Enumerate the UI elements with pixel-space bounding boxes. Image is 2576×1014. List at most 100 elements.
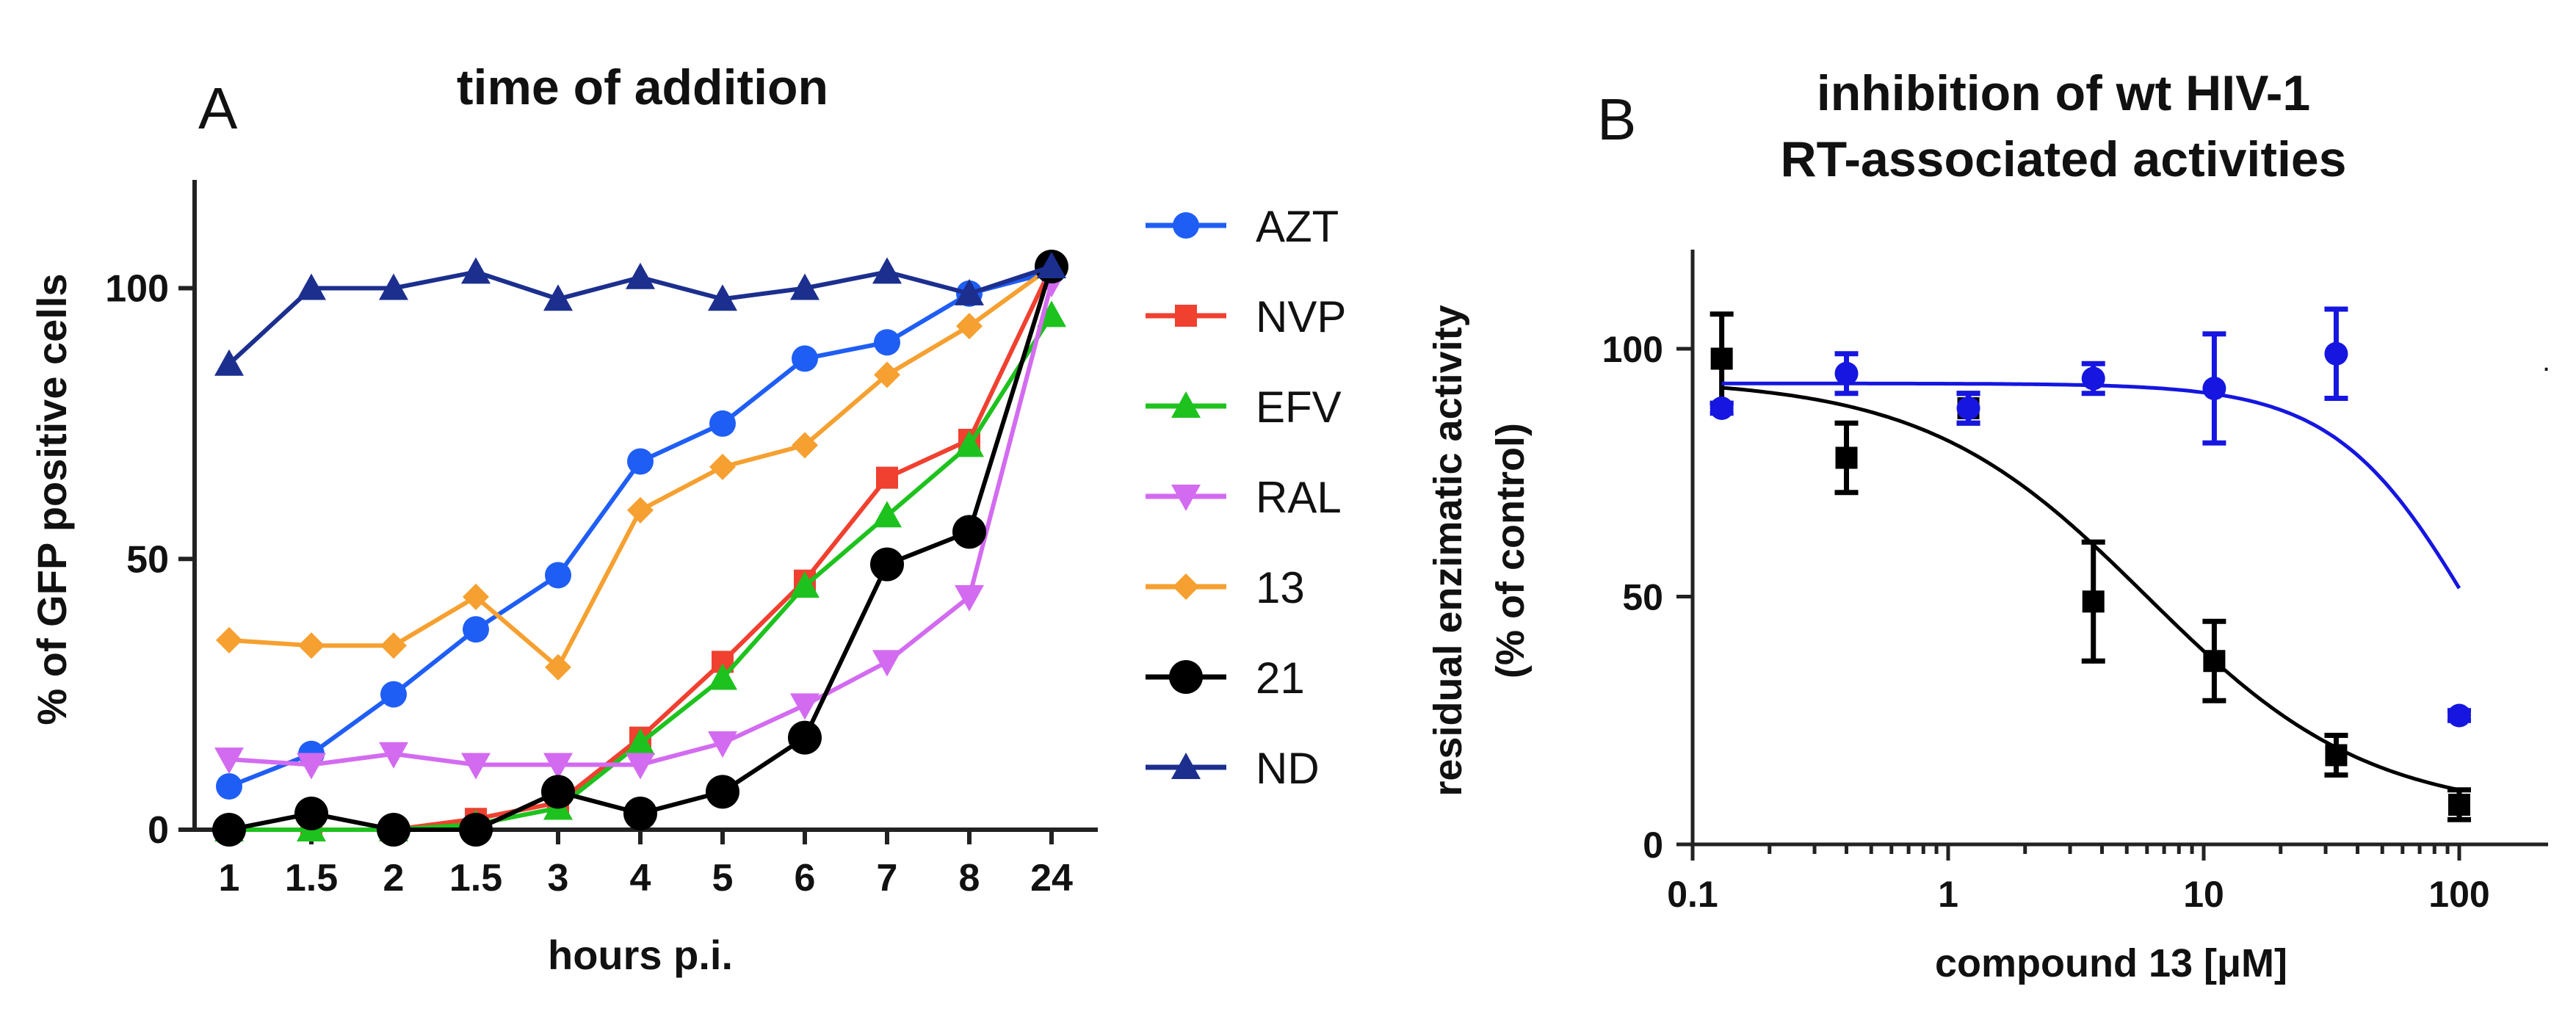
data-point-EFV (626, 728, 655, 755)
data-point-blue (2202, 377, 2226, 400)
data-point-21 (623, 796, 657, 830)
data-point-blue (2081, 366, 2105, 391)
data-point-ND (379, 273, 408, 300)
data-point-ND (1037, 252, 1066, 278)
data-point-13 (709, 453, 736, 480)
panel-a-legend: AZT NVP EFV RAL 13 21 ND (1146, 202, 1346, 793)
data-point-AZT (792, 345, 818, 372)
stray-dot: . (2542, 345, 2550, 377)
data-point-RAL (955, 584, 984, 612)
data-point-EFV (1037, 300, 1066, 327)
legend-marker-NVP (1175, 305, 1197, 327)
data-point-21 (952, 515, 986, 549)
y-tick-label: 50 (1622, 577, 1663, 618)
data-point-13 (627, 496, 654, 524)
x-tick-label: 7 (877, 857, 898, 899)
data-point-13 (545, 653, 571, 681)
legend-label-AZT: AZT (1256, 202, 1339, 251)
data-point-RAL (872, 650, 902, 677)
legend-marker-RAL (1171, 485, 1201, 511)
legend-marker-EFV (1171, 391, 1201, 418)
data-point-21 (377, 813, 410, 847)
data-point-black (2448, 794, 2470, 816)
data-point-ND (955, 278, 984, 305)
legend-label-21: 21 (1256, 653, 1305, 703)
data-point-RAL (214, 747, 244, 775)
data-point-13 (298, 632, 325, 659)
data-point-black (2325, 744, 2348, 767)
panel-a-xlabel: hours p.i. (548, 932, 733, 978)
data-point-21 (459, 813, 493, 847)
x-tick-label: 10 (2183, 874, 2224, 915)
legend-marker-21 (1169, 660, 1203, 694)
y-tick-label: 0 (1643, 825, 1663, 866)
data-point-AZT (216, 773, 242, 800)
data-point-black (1710, 347, 1733, 370)
legend-label-RAL: RAL (1256, 473, 1342, 522)
data-point-ND (214, 349, 244, 376)
data-point-AZT (709, 410, 736, 437)
panel-a-ylabel: % of GFP positive cells (29, 273, 75, 725)
y-tick-label: 50 (126, 538, 169, 581)
series-line-RAL (228, 282, 1054, 767)
data-point-ND (790, 273, 820, 300)
panel-b-title-line1: inhibition of wt HIV-1 (1817, 65, 2310, 121)
data-point-13 (874, 361, 900, 388)
data-point-AZT (380, 681, 407, 708)
x-tick-label: 1.5 (285, 857, 338, 899)
data-point-13 (956, 313, 983, 340)
x-tick-label: 1.5 (449, 857, 502, 899)
legend-label-NVP: NVP (1256, 292, 1346, 341)
panel-b-axes: 0 50 100 0.1 1 10 100 (1602, 250, 2548, 915)
data-point-RAL (379, 742, 408, 769)
data-point-ND (872, 257, 902, 284)
data-point-21 (294, 796, 328, 830)
data-point-black (2082, 590, 2105, 613)
data-point-AZT (463, 616, 489, 643)
data-point-RAL (708, 731, 737, 758)
data-point-RAL (543, 753, 573, 780)
data-point-ND (461, 257, 491, 284)
y-tick-label: 0 (148, 809, 169, 852)
data-point-AZT (627, 448, 654, 475)
x-tick-label: 6 (795, 857, 816, 899)
x-tick-label: 2 (383, 857, 405, 899)
legend-marker-AZT (1173, 212, 1199, 239)
legend-label-EFV: EFV (1256, 383, 1342, 432)
data-point-13 (380, 632, 407, 659)
data-point-21 (541, 775, 575, 809)
data-point-blue (1834, 361, 1859, 385)
data-point-EFV (955, 430, 984, 457)
panel-b-letter: B (1597, 87, 1636, 152)
panel-a-series (212, 250, 1068, 847)
data-point-black (2203, 650, 2226, 673)
panel-b-series (1710, 306, 2471, 822)
data-point-21 (706, 775, 739, 809)
panel-b-xlabel: compound 13 [μM] (1935, 941, 2287, 985)
data-point-AZT (545, 562, 571, 589)
legend-label-13: 13 (1256, 563, 1305, 612)
panel-a-title: time of addition (457, 59, 828, 115)
data-point-blue (1710, 396, 1734, 420)
data-point-ND (708, 284, 737, 311)
legend-marker-ND (1171, 753, 1201, 779)
data-point-RAL (297, 753, 326, 780)
y-tick-label: 100 (1602, 329, 1663, 370)
data-point-13 (792, 432, 818, 459)
panel-b-ylabel-line1: residual enzimatic activity (1426, 305, 1470, 796)
data-point-21 (788, 720, 822, 755)
data-point-RAL (626, 753, 655, 780)
data-point-blue (1956, 396, 1980, 420)
x-tick-label: 100 (2428, 874, 2489, 915)
data-point-13 (216, 626, 242, 653)
x-tick-label: 4 (630, 857, 651, 899)
x-tick-label: 3 (548, 857, 569, 899)
legend-marker-13 (1173, 573, 1199, 600)
x-tick-label: 8 (959, 857, 980, 899)
x-tick-label: 24 (1030, 857, 1073, 899)
fit-curve-blue (1721, 381, 2461, 590)
data-point-blue (2324, 341, 2348, 366)
data-point-NVP (876, 466, 898, 489)
x-tick-label: 0.1 (1667, 874, 1718, 915)
